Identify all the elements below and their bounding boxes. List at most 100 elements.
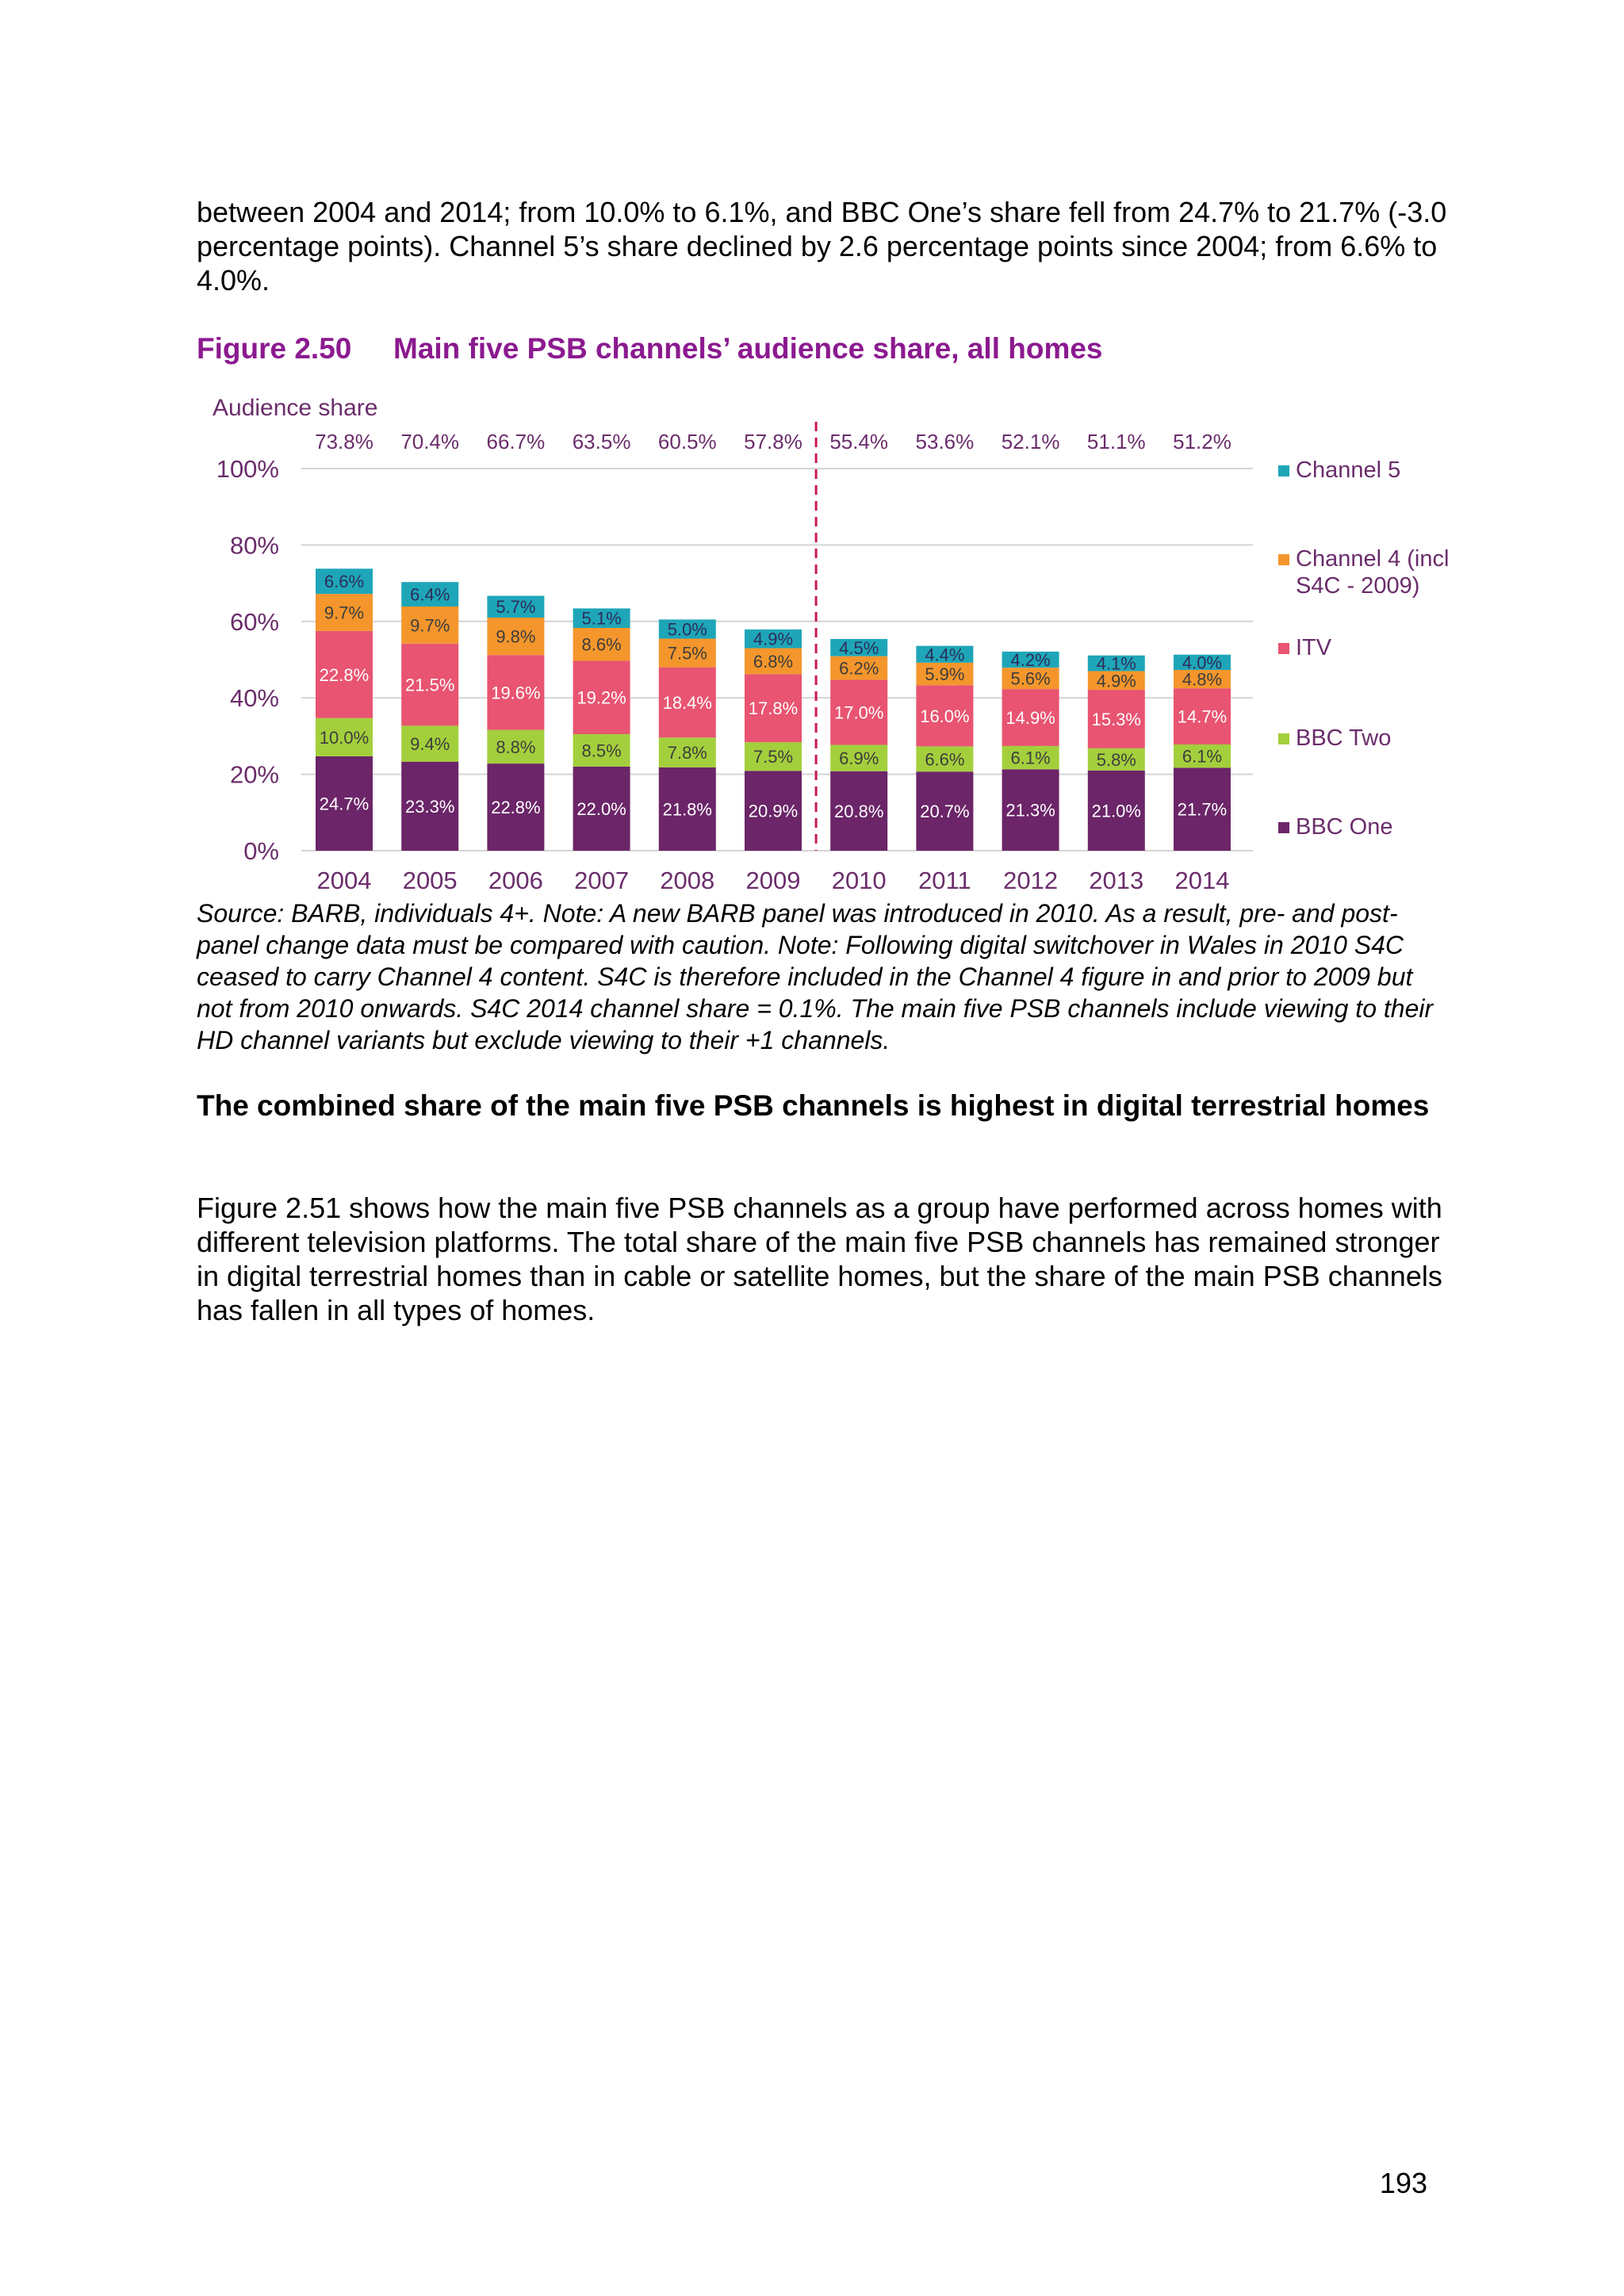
bar-segment: [573, 660, 630, 734]
data-label: 4.8%: [1182, 670, 1222, 690]
data-label: 5.0%: [668, 619, 707, 639]
data-label: 6.9%: [839, 748, 879, 768]
bar-segment: [316, 568, 373, 595]
bar-segment: [401, 607, 459, 644]
bar-segment: [316, 630, 373, 718]
figure-title: Figure 2.50 Main five PSB channels’ audie…: [197, 332, 1434, 365]
x-tick-label: 2006: [488, 867, 543, 894]
bar-segment: [1002, 651, 1059, 668]
data-label: 4.9%: [1097, 671, 1136, 691]
bar-segment: [316, 756, 373, 851]
bar-segment: [487, 763, 545, 851]
total-label: 52.1%: [1002, 430, 1060, 453]
data-label: 20.7%: [920, 802, 969, 821]
bar-segment: [573, 627, 630, 661]
bar-segment: [745, 674, 802, 743]
total-label: 66.7%: [487, 430, 546, 453]
legend-label: Channel 4 (incl S4C - 2009): [1296, 546, 1450, 599]
total-label: 63.5%: [573, 430, 631, 453]
bar-segment: [573, 766, 630, 851]
data-label: 8.6%: [582, 635, 622, 655]
bar-segment: [1087, 671, 1145, 691]
y-axis-title: Audience share: [213, 395, 377, 421]
data-label: 20.8%: [834, 802, 883, 821]
data-label: 14.9%: [1005, 708, 1055, 728]
x-tick-label: 2012: [1003, 867, 1058, 894]
bar-segment: [1087, 655, 1145, 672]
bar-segment: [658, 638, 716, 668]
bar-segment: [916, 771, 974, 851]
bar-segment: [830, 744, 888, 771]
total-label: 51.2%: [1173, 430, 1231, 453]
legend-swatch: [1278, 465, 1289, 476]
data-label: 8.5%: [582, 740, 622, 760]
x-tick-label: 2013: [1089, 867, 1143, 894]
data-label: 4.2%: [1011, 650, 1051, 670]
bar-segment: [1087, 690, 1145, 748]
x-tick-label: 2010: [832, 867, 887, 894]
y-tick-label: 20%: [230, 761, 279, 789]
bar-segment: [401, 643, 459, 726]
bar-segment: [658, 667, 716, 738]
y-tick-label: 0%: [243, 837, 279, 865]
data-label: 14.7%: [1178, 707, 1227, 727]
total-label: 51.1%: [1087, 430, 1146, 453]
bar-segment: [658, 619, 716, 639]
data-label: 6.8%: [753, 652, 793, 672]
x-tick-label: 2014: [1175, 867, 1230, 894]
bar-segment: [1002, 769, 1059, 851]
y-tick-label: 80%: [230, 531, 279, 559]
bar-segment: [401, 761, 459, 851]
data-label: 21.0%: [1092, 801, 1141, 821]
data-label: 5.9%: [925, 664, 964, 684]
x-tick-label: 2011: [918, 867, 971, 894]
bar-segment: [1174, 654, 1231, 671]
bar-segment: [830, 638, 888, 656]
bar-segment: [745, 648, 802, 675]
data-label: 19.6%: [491, 683, 540, 702]
data-label: 22.0%: [576, 799, 626, 819]
bar-segment: [745, 742, 802, 771]
data-label: 4.5%: [839, 638, 879, 658]
data-label: 4.4%: [925, 645, 964, 664]
y-tick-label: 100%: [216, 455, 279, 483]
data-label: 4.0%: [1182, 652, 1222, 672]
legend-label: Channel 5: [1296, 457, 1401, 483]
data-label: 5.7%: [496, 597, 535, 617]
data-label: 21.3%: [1005, 801, 1055, 821]
bar-segment: [1174, 744, 1231, 768]
data-label: 8.8%: [496, 737, 535, 757]
data-label: 22.8%: [320, 665, 369, 685]
total-label: 55.4%: [829, 430, 888, 453]
x-tick-label: 2009: [746, 867, 801, 894]
data-label: 7.5%: [668, 644, 707, 664]
bar-segment: [830, 679, 888, 745]
bar-segment: [401, 582, 459, 607]
data-label: 5.8%: [1097, 750, 1136, 770]
data-label: 6.2%: [839, 659, 879, 679]
data-label: 5.6%: [1011, 669, 1051, 689]
data-label: 6.1%: [1182, 747, 1222, 767]
y-tick-label: 40%: [230, 684, 279, 712]
bar-segment: [1002, 745, 1059, 770]
bar-segment: [487, 729, 545, 764]
data-label: 6.1%: [1011, 748, 1051, 768]
data-label: 21.7%: [1178, 800, 1227, 820]
bar-segment: [1002, 668, 1059, 690]
data-label: 5.1%: [582, 609, 622, 629]
x-tick-label: 2007: [574, 867, 629, 894]
bar-segment: [916, 662, 974, 686]
data-label: 23.3%: [405, 797, 454, 817]
bar-segment: [401, 725, 459, 762]
bar-segment: [573, 608, 630, 628]
bar-segment: [487, 655, 545, 730]
data-label: 6.6%: [324, 572, 364, 591]
data-label: 17.8%: [749, 698, 798, 718]
bar-segment: [1174, 688, 1231, 745]
legend-swatch: [1278, 822, 1289, 833]
data-label: 21.5%: [405, 675, 454, 695]
total-label: 57.8%: [744, 430, 802, 453]
bar-segment: [658, 767, 716, 851]
bar-segment: [487, 617, 545, 656]
data-label: 18.4%: [663, 693, 712, 713]
